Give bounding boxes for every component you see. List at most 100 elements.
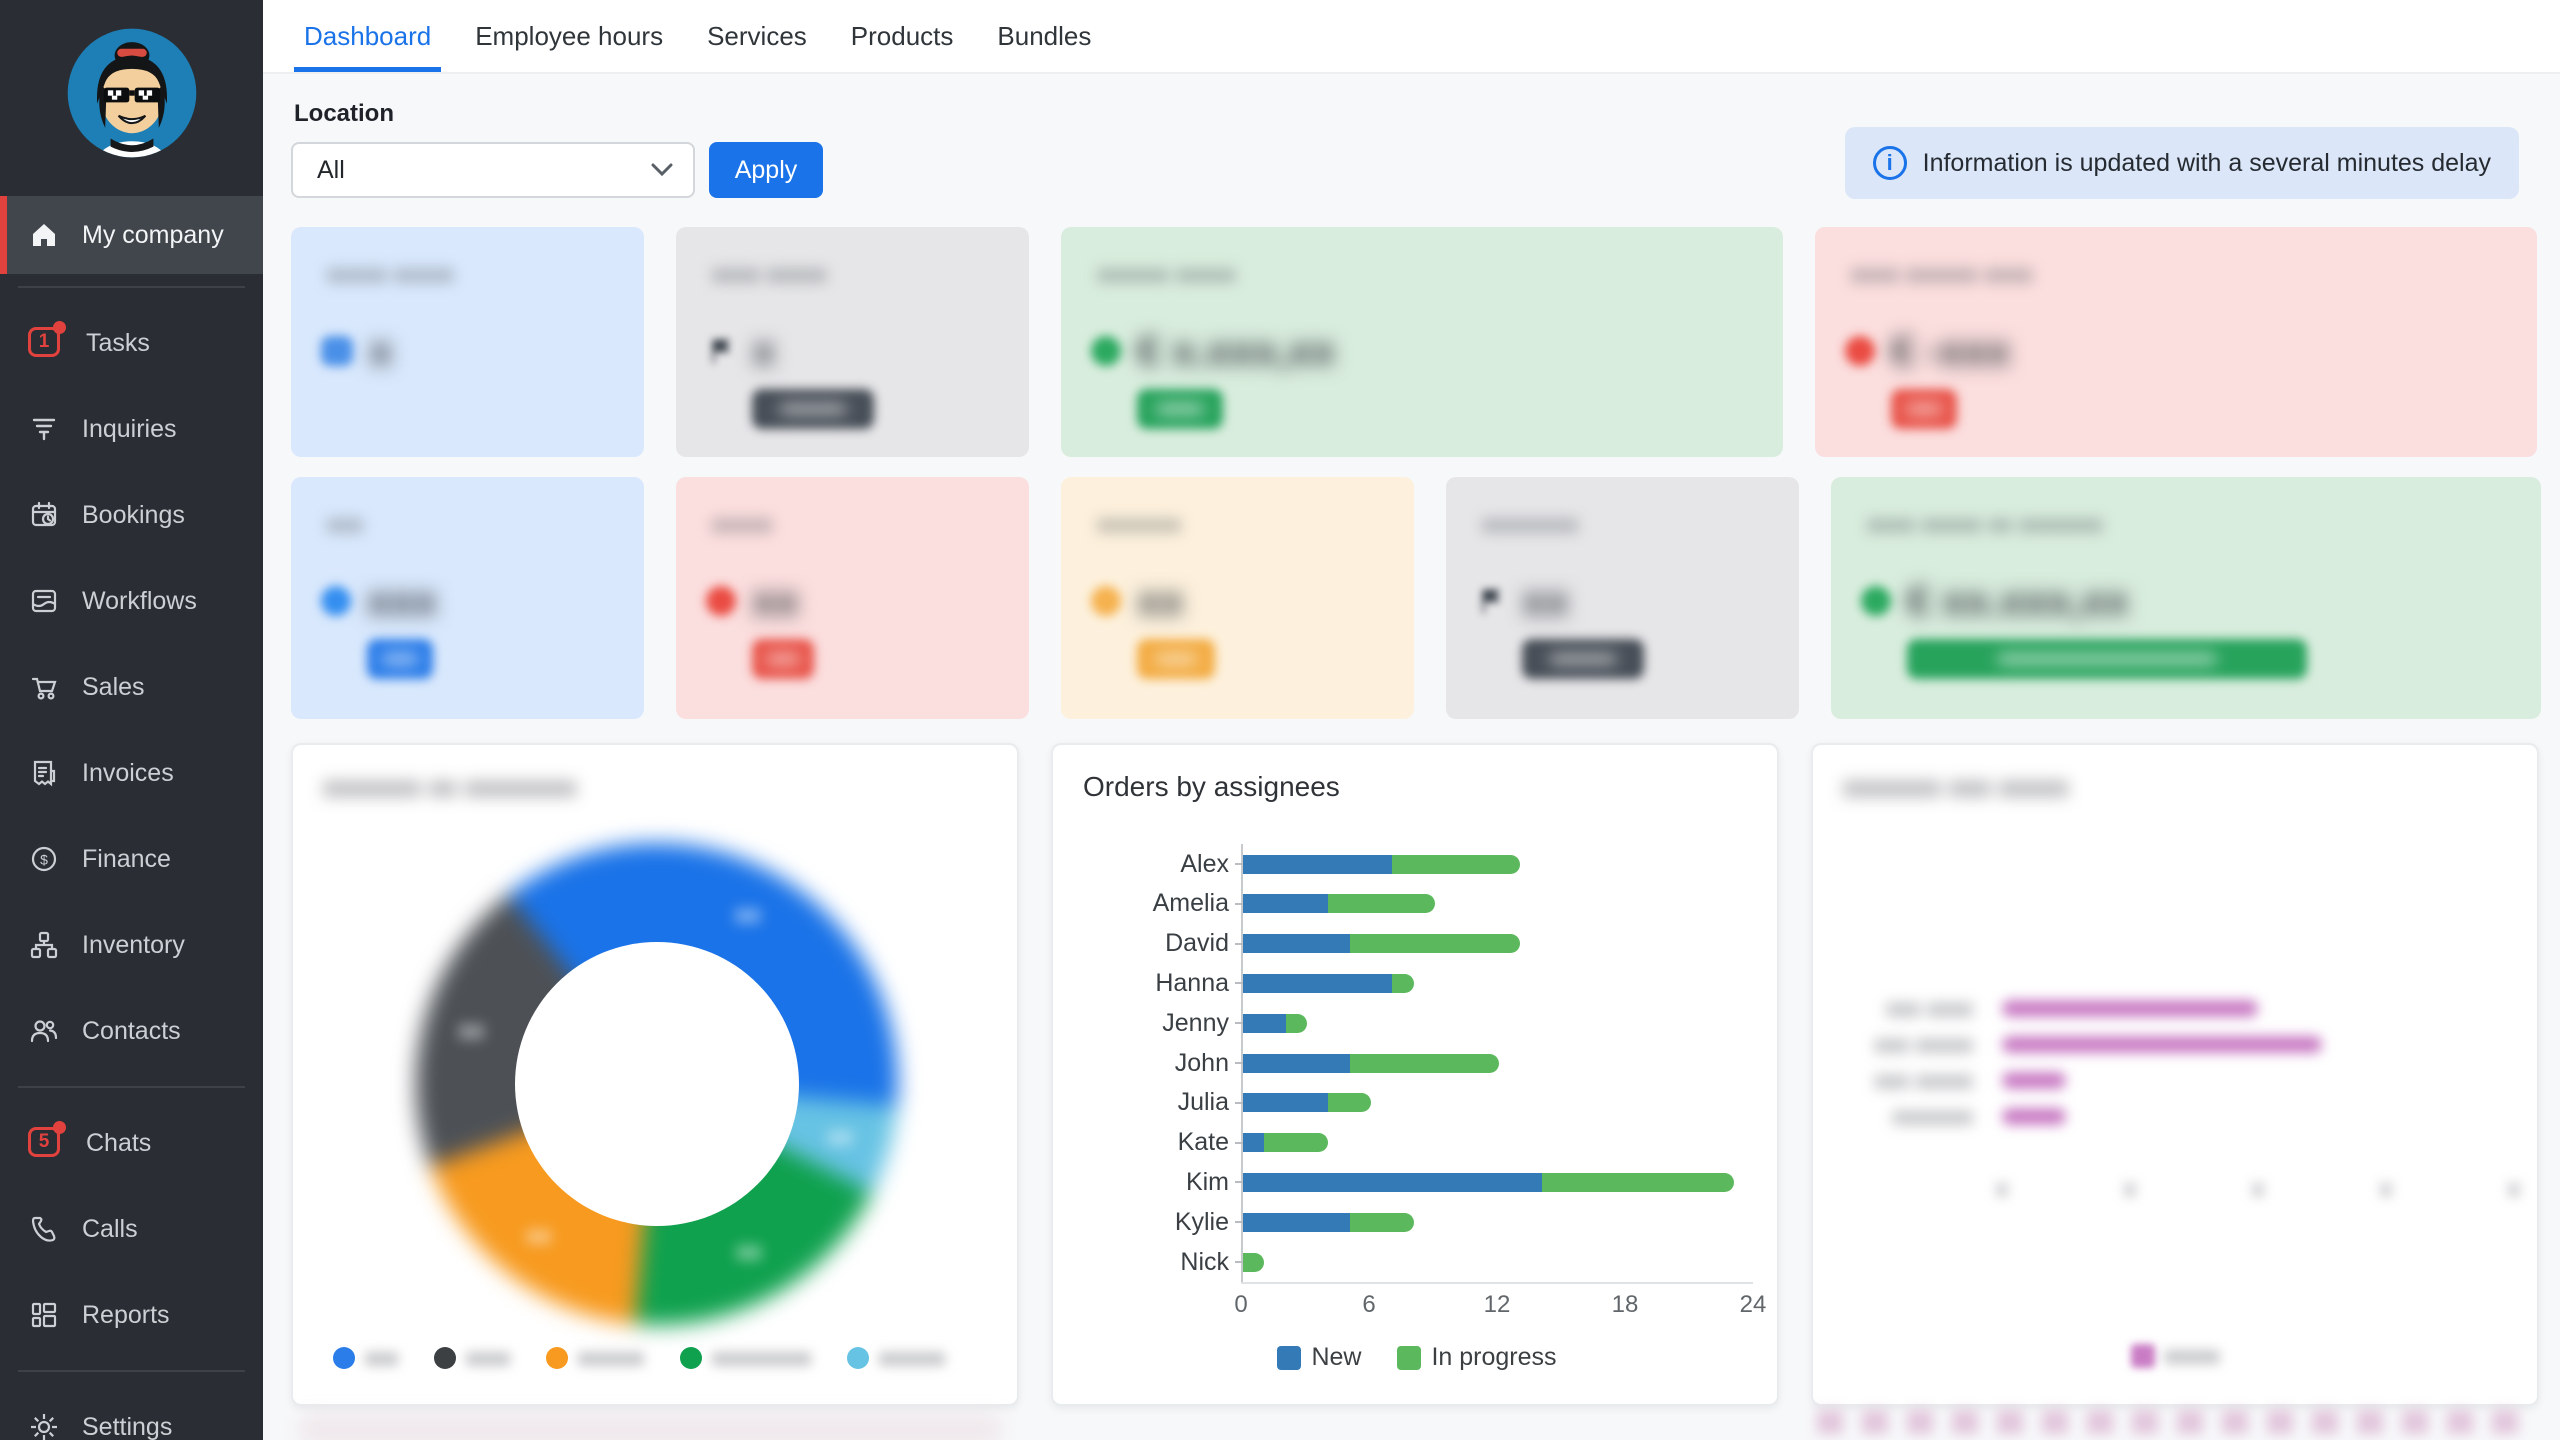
stat-card-pill-redacted xyxy=(1907,639,2307,679)
location-select[interactable]: All xyxy=(291,142,695,198)
stat-card-1-3[interactable]: xxxxxx xxxxx € x.xxx,xx xyxy=(1061,227,1783,457)
sidebar-item-label: My company xyxy=(82,220,224,249)
orders-category-label: Alex xyxy=(1180,849,1229,878)
orders-bar[interactable] xyxy=(1243,1212,1414,1232)
sidebar-item-label: Reports xyxy=(82,1300,170,1329)
sidebar-item-workflows[interactable]: Workflows xyxy=(0,558,263,644)
bar-segment-new xyxy=(1243,894,1329,914)
dropped-category-label-redacted: xxx xxxxx xyxy=(1874,1030,1973,1057)
legend-label-redacted: xxxxxx xyxy=(879,1345,945,1370)
dropped-x-tick-redacted: x xyxy=(2380,1175,2392,1201)
stat-value-row: € -xxx xyxy=(1845,327,2010,375)
home-icon xyxy=(33,224,55,246)
stat-card-2-3[interactable]: xxxxxxx xx xyxy=(1061,477,1414,719)
gear-icon xyxy=(31,1414,57,1440)
pill-text-smudge xyxy=(1997,653,2217,665)
tab-bundles[interactable]: Bundles xyxy=(997,20,1092,51)
sidebar-item-contacts[interactable]: Contacts xyxy=(0,988,263,1074)
dropped-bar[interactable] xyxy=(2002,999,2258,1017)
sidebar-item-inquiries[interactable]: Inquiries xyxy=(0,386,263,472)
stat-card-2-1[interactable]: xxx xxx xyxy=(291,477,644,719)
apply-button[interactable]: Apply xyxy=(709,142,823,198)
orders-row-john: John xyxy=(1053,1043,1781,1083)
sidebar-divider xyxy=(18,286,245,288)
chats-badge-icon: 5 xyxy=(28,1121,66,1159)
tab-products[interactable]: Products xyxy=(850,20,954,51)
stat-card-2-5[interactable]: xxxx xxxxx xx xxxxxxx € xx.xxx,xx xyxy=(1831,477,2541,719)
sidebar-item-chats[interactable]: 5 Chats xyxy=(0,1100,263,1186)
donut-legend-item[interactable]: xxxxxx xyxy=(546,1345,644,1371)
tab-dashboard[interactable]: Dashboard xyxy=(294,0,442,72)
donut-legend-item[interactable]: xxxxxxxxx xyxy=(680,1345,811,1371)
info-banner-text: Information is updated with a several mi… xyxy=(1922,148,2491,177)
stat-card-value-redacted: € x.xxx,xx xyxy=(1137,327,1336,374)
sidebar-item-label: Contacts xyxy=(82,1016,181,1045)
stat-card-1-1[interactable]: xxxxx xxxxx x xyxy=(291,227,644,457)
legend-label-redacted: xxxx xyxy=(466,1345,510,1370)
sidebar-item-settings[interactable]: Settings xyxy=(0,1384,263,1440)
pill-text-smudge xyxy=(779,403,847,415)
tasks-badge-icon: 1 xyxy=(28,321,66,359)
status-dot-icon xyxy=(1091,336,1121,366)
orders-row-nick: Nick xyxy=(1053,1242,1781,1282)
category-tick xyxy=(1235,942,1243,945)
sidebar-item-reports[interactable]: Reports xyxy=(0,1272,263,1358)
dropped-bar[interactable] xyxy=(2002,1071,2066,1089)
stat-card-value-redacted: € xx.xxx,xx xyxy=(1907,577,2129,624)
stat-card-pill-redacted xyxy=(1522,639,1644,679)
category-tick xyxy=(1235,1022,1243,1025)
stat-card-2-4[interactable]: xxxxxxxx xx xyxy=(1446,477,1799,719)
orders-bar[interactable] xyxy=(1243,973,1414,993)
notification-dot xyxy=(53,321,66,334)
stat-card-title-redacted: xxxx xxxxxx xxxx xyxy=(1851,261,2033,288)
orders-legend-item[interactable]: In progress xyxy=(1397,1343,1557,1372)
sidebar-item-sales[interactable]: Sales xyxy=(0,644,263,730)
tab-employee-hours[interactable]: Employee hours xyxy=(475,20,664,51)
legend-chip-icon xyxy=(1277,1345,1302,1370)
dropped-bar[interactable] xyxy=(2002,1035,2322,1053)
dropped-x-tick-redacted: x xyxy=(2508,1175,2520,1201)
dropped-bar[interactable] xyxy=(2002,1107,2066,1125)
tab-services[interactable]: Services xyxy=(707,20,807,51)
stat-card-1-2[interactable]: xxxx xxxxx x xyxy=(676,227,1029,457)
stat-card-title-redacted: xxxxx xyxy=(712,511,772,538)
dropped-legend-item[interactable]: xxxxx xyxy=(2130,1343,2220,1369)
orders-bar[interactable] xyxy=(1243,894,1435,914)
sidebar-item-invoices[interactable]: Invoices xyxy=(0,730,263,816)
donut-legend-item[interactable]: xxx xyxy=(333,1345,398,1371)
orders-bar[interactable] xyxy=(1243,1133,1329,1153)
stat-value-row: x xyxy=(321,327,392,375)
bar-segment-new xyxy=(1243,1053,1350,1073)
orders-x-tick-label: 6 xyxy=(1362,1291,1376,1318)
avatar[interactable] xyxy=(65,26,199,160)
pill-text-smudge xyxy=(1549,653,1617,665)
orders-bar[interactable] xyxy=(1243,1172,1734,1192)
orders-legend-item[interactable]: New xyxy=(1277,1343,1361,1372)
sidebar-item-tasks[interactable]: 1 Tasks xyxy=(0,300,263,386)
status-dot-icon xyxy=(1861,586,1891,616)
orders-bar[interactable] xyxy=(1243,1093,1371,1113)
stat-card-title-redacted: xxx xyxy=(327,511,363,538)
donut-legend-item[interactable]: xxxxxx xyxy=(847,1345,945,1371)
stat-card-title-redacted: xxxx xxxxx xyxy=(712,261,827,288)
sidebar-item-calls[interactable]: Calls xyxy=(0,1186,263,1272)
donut-legend-item[interactable]: xxxx xyxy=(434,1345,510,1371)
stat-card-2-2[interactable]: xxxxx xx xyxy=(676,477,1029,719)
sidebar-item-finance[interactable]: $ Finance xyxy=(0,816,263,902)
stat-card-1-4[interactable]: xxxx xxxxxx xxxx € -xxx xyxy=(1815,227,2537,457)
legend-chip-icon xyxy=(847,1347,869,1369)
dropped-category-label-redacted: xxx xxxx xyxy=(1886,994,1973,1021)
stat-card-pill-redacted xyxy=(1137,639,1215,679)
orders-bar[interactable] xyxy=(1243,1013,1307,1033)
sidebar-item-my-company[interactable]: My company xyxy=(0,196,263,274)
funnel-icon xyxy=(32,418,56,441)
orders-row-jenny: Jenny xyxy=(1053,1003,1781,1043)
orders-bar[interactable] xyxy=(1243,854,1521,874)
sidebar-item-inventory[interactable]: Inventory xyxy=(0,902,263,988)
orders-bar[interactable] xyxy=(1243,1252,1265,1272)
bar-segment-in-progress xyxy=(1328,1093,1371,1113)
orders-bar[interactable] xyxy=(1243,1053,1499,1073)
bar-segment-in-progress xyxy=(1285,1013,1307,1033)
orders-bar[interactable] xyxy=(1243,934,1521,954)
sidebar-item-bookings[interactable]: Bookings xyxy=(0,472,263,558)
